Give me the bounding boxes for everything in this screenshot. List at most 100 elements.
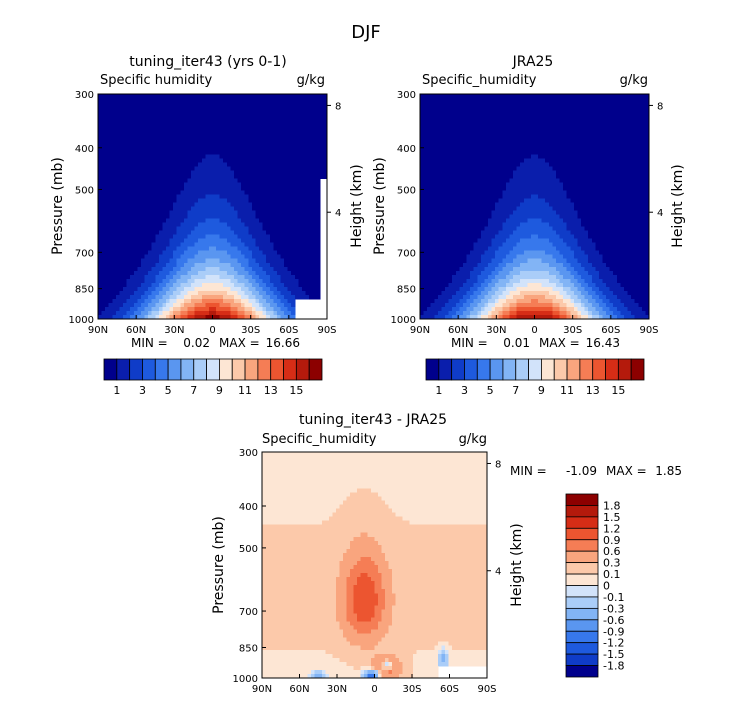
field-cell [563, 158, 568, 163]
field-cell [316, 242, 321, 248]
field-cell [505, 122, 511, 127]
field-cell [162, 302, 167, 308]
field-cell [555, 146, 561, 151]
field-cell [291, 230, 296, 236]
field-cell [191, 158, 196, 163]
field-cell [298, 102, 303, 107]
field-cell [255, 214, 260, 220]
field-cell [108, 146, 113, 151]
field-cell [230, 246, 235, 252]
field-cell [98, 134, 103, 139]
field-cell [219, 214, 224, 220]
field-cell [566, 154, 571, 159]
field-cell [105, 146, 110, 151]
field-cell [158, 182, 164, 188]
field-cell [255, 286, 260, 292]
y-tick-label: 300 [75, 90, 94, 101]
field-cell [498, 146, 503, 151]
field-cell [255, 154, 260, 159]
field-cell [262, 294, 267, 300]
field-cell [144, 254, 149, 260]
field-cell [115, 134, 121, 139]
field-cell [312, 234, 317, 240]
field-cell [187, 178, 192, 183]
field-cell [201, 174, 206, 179]
field-cell [280, 314, 285, 320]
field-cell [173, 310, 178, 316]
field-cell [133, 106, 138, 111]
field-cell [266, 178, 271, 183]
field-cell [194, 122, 199, 127]
field-cell [316, 210, 321, 216]
field-cell [119, 118, 124, 123]
field-cell [244, 206, 249, 212]
field-cell [455, 118, 460, 123]
field-cell [208, 210, 214, 216]
field-cell [627, 158, 632, 163]
field-cell [423, 150, 428, 155]
field-cell [273, 106, 278, 111]
field-cell [151, 286, 156, 292]
field-cell [595, 142, 600, 147]
field-cell [466, 170, 471, 175]
field-cell [223, 270, 228, 276]
field-cell [198, 150, 203, 155]
field-cell [158, 214, 164, 220]
field-cell [613, 158, 618, 163]
field-cell [573, 162, 579, 167]
field-cell [430, 146, 435, 151]
field-cell [176, 314, 181, 320]
field-cell [133, 226, 138, 232]
field-cell [162, 238, 167, 244]
field-cell [119, 242, 124, 248]
field-cell [520, 166, 525, 171]
field-cell [613, 110, 618, 115]
field-cell [609, 94, 614, 99]
field-cell [223, 190, 228, 196]
field-cell [219, 230, 224, 236]
field-cell [137, 290, 142, 296]
field-cell [609, 122, 614, 127]
field-cell [541, 130, 546, 135]
field-cell [205, 94, 210, 99]
field-cell [216, 242, 221, 248]
field-cell [452, 146, 457, 151]
field-cell [162, 222, 167, 228]
field-cell [645, 94, 650, 99]
field-cell [108, 258, 113, 264]
field-cell [305, 150, 310, 155]
field-cell [309, 290, 314, 296]
field-cell [201, 98, 206, 103]
field-cell [241, 210, 246, 216]
field-cell [477, 154, 482, 159]
field-cell [115, 214, 121, 220]
field-cell [101, 238, 106, 244]
field-cell [251, 134, 257, 139]
field-cell [502, 106, 507, 111]
field-cell [441, 138, 446, 143]
field-cell [226, 186, 231, 192]
field-cell [230, 178, 235, 183]
field-cell [162, 218, 167, 224]
field-cell [266, 302, 271, 308]
field-cell [316, 158, 321, 163]
field-cell [169, 150, 174, 155]
field-cell [201, 246, 206, 252]
field-cell [151, 294, 156, 300]
field-cell [165, 110, 171, 115]
field-cell [180, 170, 185, 175]
field-cell [223, 114, 228, 119]
field-cell [251, 102, 257, 107]
field-cell [616, 98, 621, 103]
field-cell [276, 142, 282, 147]
field-cell [251, 114, 257, 119]
field-cell [273, 134, 278, 139]
field-cell [495, 146, 500, 151]
field-cell [638, 114, 643, 119]
field-cell [123, 178, 128, 183]
field-cell [466, 126, 471, 131]
field-cell [284, 314, 289, 320]
field-cell [473, 102, 478, 107]
field-cell [119, 134, 124, 139]
field-cell [191, 314, 196, 320]
